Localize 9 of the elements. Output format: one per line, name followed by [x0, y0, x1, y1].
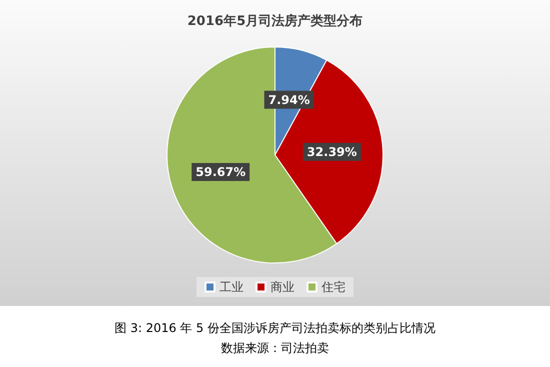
chart-title: 2016年5月司法房产类型分布 — [187, 13, 363, 29]
data-label: 59.67% — [196, 165, 246, 180]
data-label: 7.94% — [268, 92, 310, 107]
legend-label: 商业 — [270, 280, 294, 294]
caption: 图 3: 2016 年 5 份全国涉诉房产司法拍卖标的类别占比情况 — [114, 321, 436, 335]
legend-label: 工业 — [220, 280, 244, 294]
data-label: 32.39% — [306, 144, 357, 159]
source-note: 数据来源：司法拍卖 — [221, 341, 329, 355]
legend-label: 住宅 — [320, 280, 346, 294]
